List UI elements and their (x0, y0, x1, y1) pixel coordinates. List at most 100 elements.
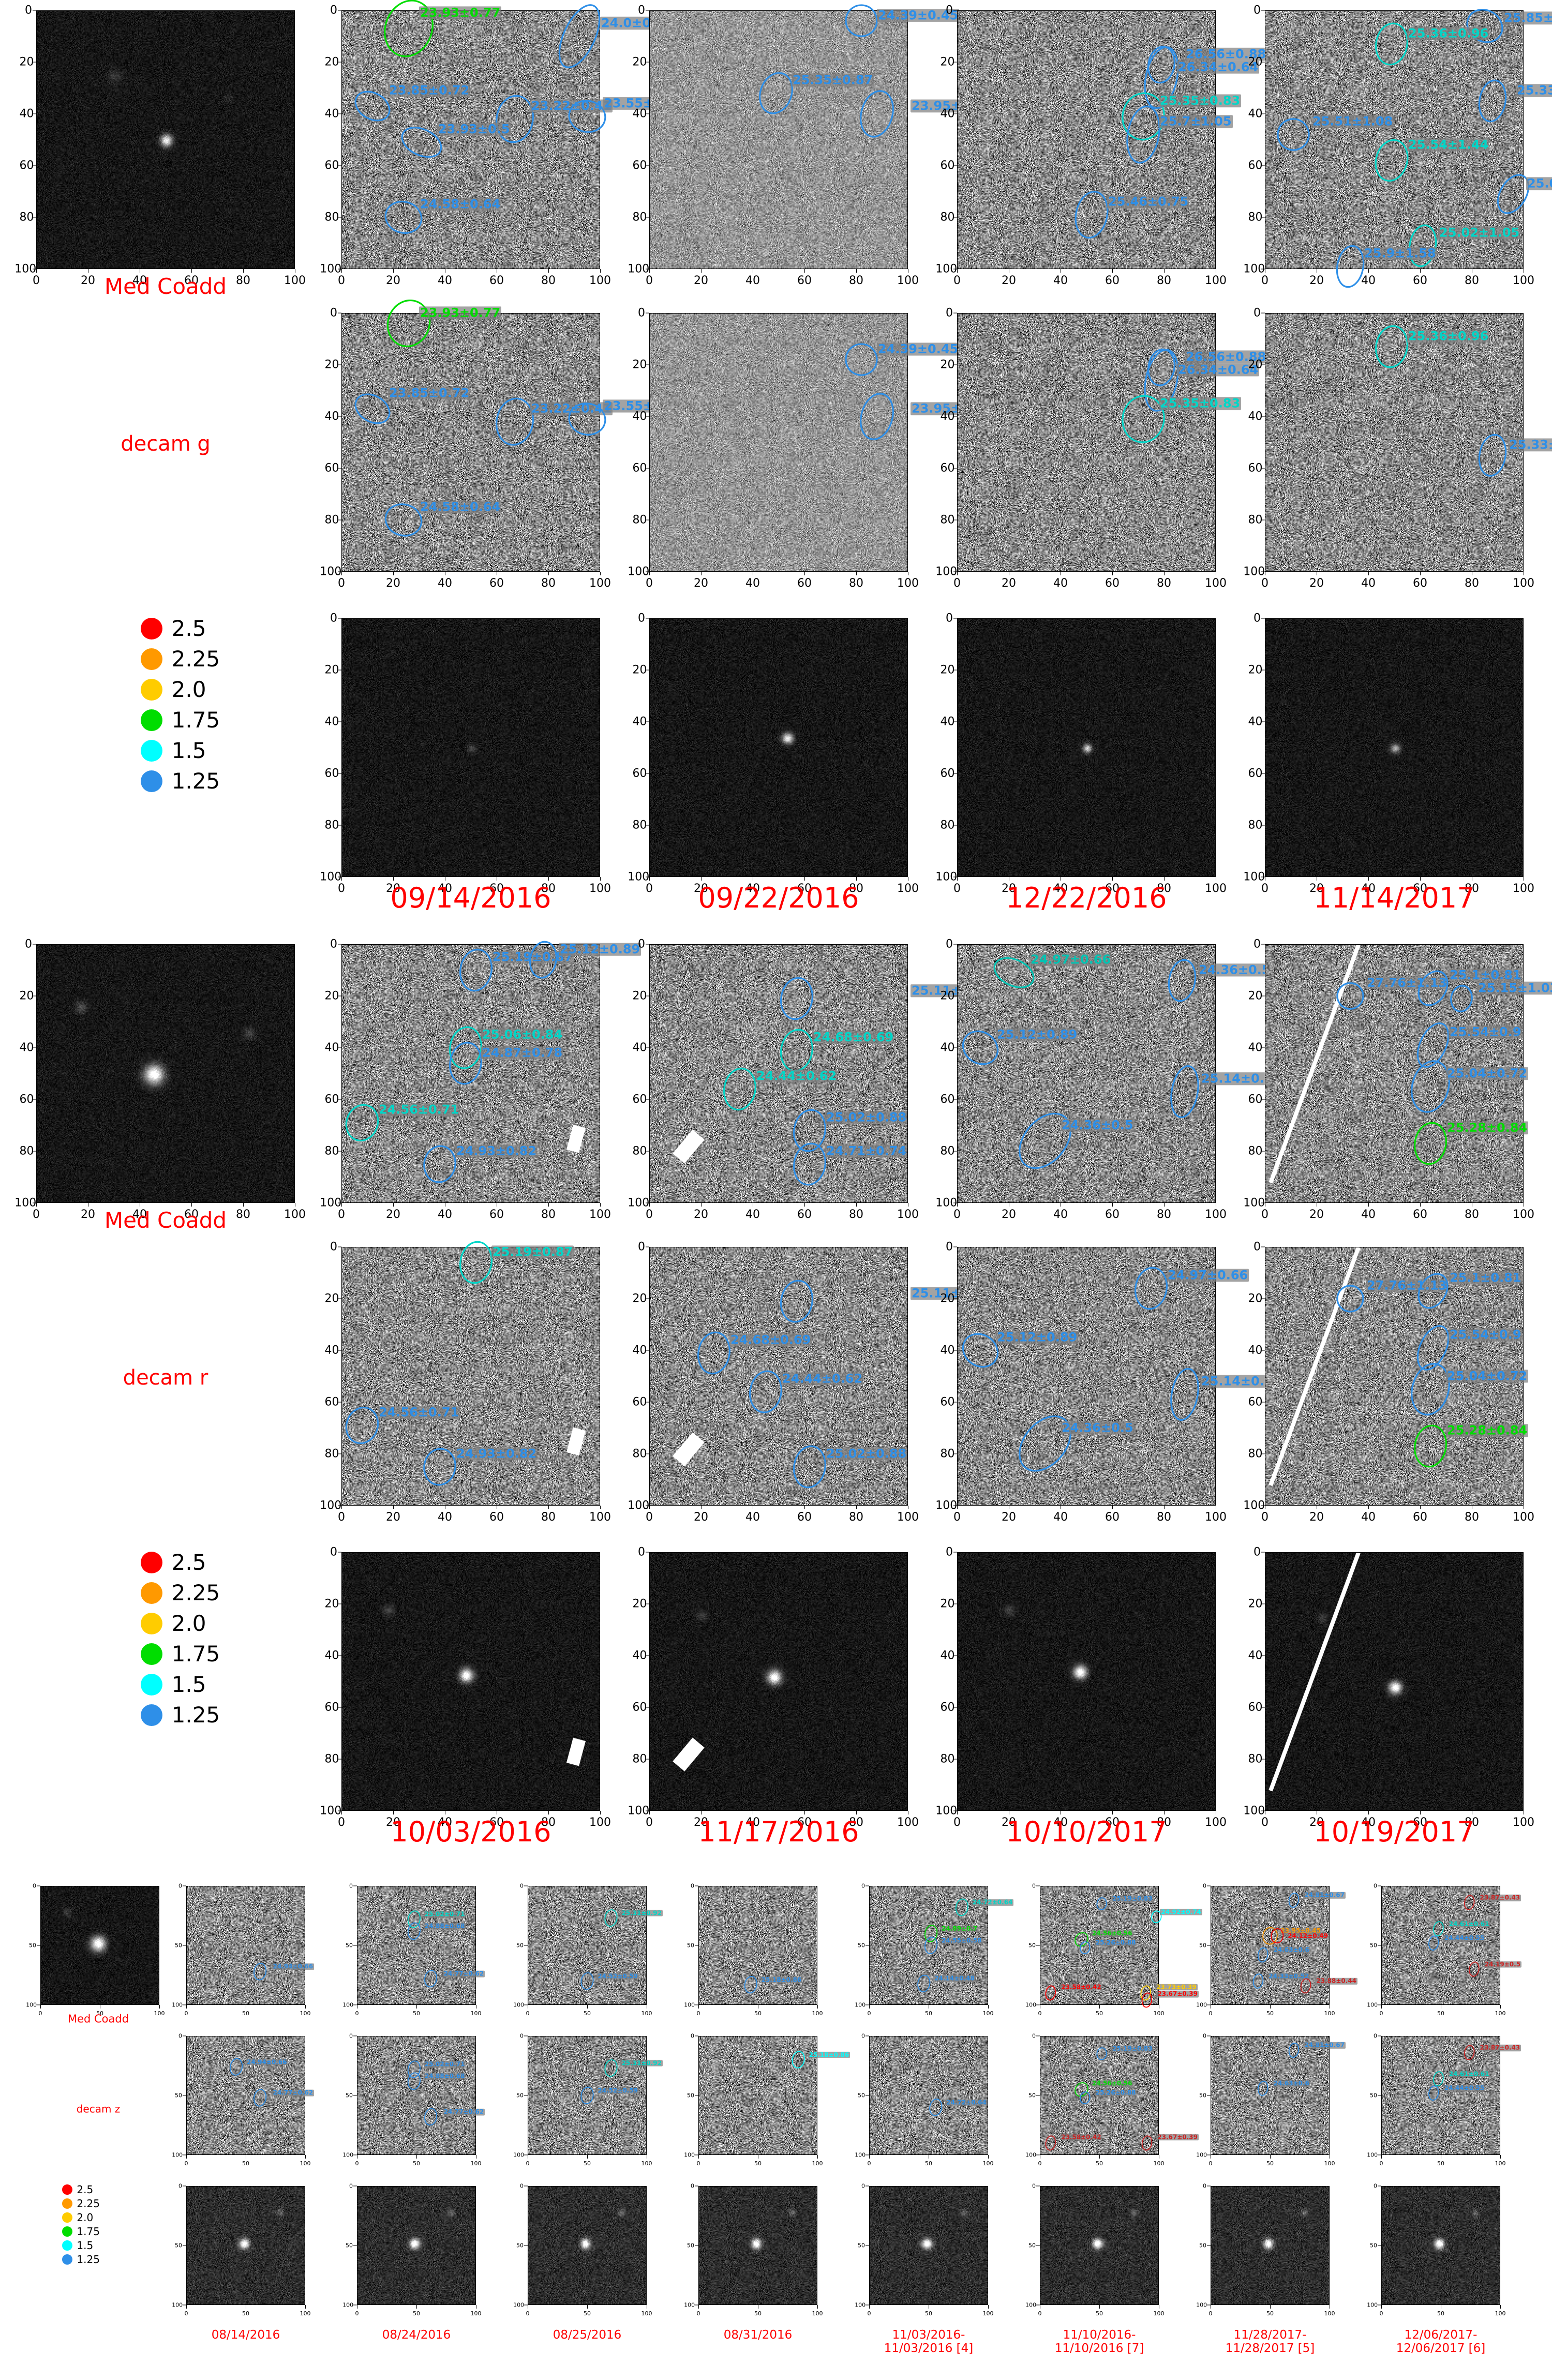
science-panel-decam-z-1-image (357, 2186, 476, 2305)
y-tick-label: 60 (324, 1093, 339, 1106)
x-tick-mark (1164, 877, 1165, 881)
epoch-date-line: 08/14/2016 (211, 2328, 280, 2342)
x-tick-mark (1500, 2005, 1501, 2009)
y-tick-label: 40 (940, 1649, 955, 1662)
legend-color-swatch (62, 2240, 72, 2251)
x-tick-label: 20 (694, 1511, 708, 1524)
epoch-date-label: 08/31/2016 (724, 2328, 793, 2342)
y-tick-mark (953, 217, 957, 218)
legend-value-label: 1.75 (171, 707, 220, 733)
x-tick-label: 100 (1495, 2010, 1506, 2017)
x-tick-label: 60 (1105, 1511, 1120, 1524)
y-tick-label: 0 (178, 1882, 182, 1890)
x-tick-mark (393, 1506, 394, 1509)
y-tick-mark (524, 1945, 528, 1946)
detection-magnitude-label: 25.33±1.23 (1516, 84, 1552, 97)
x-tick-label: 40 (745, 577, 760, 590)
x-tick-label: 100 (1205, 577, 1227, 590)
x-tick-mark (548, 1811, 549, 1814)
detection-magnitude-label: 24.97±0.66 (1167, 1268, 1249, 1283)
y-tick-label: 60 (324, 1395, 339, 1409)
x-tick-mark (869, 2005, 870, 2009)
detection-magnitude-label: 23.73±0.39 (1155, 1983, 1198, 1991)
detection-magnitude-label: 25.02±1.05 (1438, 225, 1521, 240)
y-tick-mark (953, 1707, 957, 1708)
x-tick-mark (393, 1811, 394, 1814)
science-panel-decam-z-0: 0 0 50 50 100 100 (172, 2183, 310, 2317)
x-tick-label: 80 (1465, 1511, 1479, 1524)
x-tick-mark (804, 1811, 805, 1814)
y-tick-label: 80 (940, 211, 955, 224)
y-tick-label: 100 (172, 2151, 183, 2159)
diff-panel-row1-decam-g-0: 0 0 20 20 40 40 60 60 80 80 100 100 23.93±0.77 24.0±0… (320, 0, 685, 287)
legend-row: 2.25 (141, 1580, 220, 1605)
x-tick-mark (1368, 877, 1369, 881)
detection-magnitude-label: 24.56±0.56 (1091, 2079, 1133, 2087)
x-tick-label: 100 (300, 2310, 311, 2317)
detection-magnitude-label: 25.28±0.84 (1446, 1423, 1529, 1438)
epoch-date-label: 11/28/2017- 11/28/2017 [5] (1226, 2328, 1315, 2356)
x-tick-label: 100 (1205, 274, 1227, 287)
diff-panel-row2-decam-g-0: 0 0 20 20 40 40 60 60 80 80 100 100 23.93±0.77 23.85±… (320, 299, 685, 590)
x-tick-mark (649, 1811, 650, 1814)
detection-magnitude-label: 23.85±0.72 (388, 385, 471, 400)
y-tick-label: 60 (632, 1701, 647, 1714)
detection-magnitude-label: 25.33±1.23 (1508, 438, 1552, 452)
x-tick-mark (1112, 1506, 1113, 1509)
y-tick-mark (33, 1099, 36, 1100)
x-tick-mark (548, 269, 549, 273)
y-tick-label: 40 (1248, 715, 1263, 728)
x-tick-mark (856, 877, 857, 881)
x-tick-label: 100 (284, 274, 306, 287)
x-tick-label: 40 (438, 1816, 452, 1829)
x-tick-label: 50 (242, 2160, 249, 2167)
detection-magnitude-label: 24.77±0.62 (442, 2108, 485, 2116)
diff-panel-row1-decam-z-7: 0 0 50 50 100 100 23.87±0.43 24.61±0.61 24.44±0.… (1367, 1883, 1522, 2017)
x-tick-mark (1099, 2155, 1100, 2159)
x-tick-mark (1112, 269, 1113, 273)
x-tick-mark (393, 1203, 394, 1207)
x-tick-label: 80 (541, 1208, 556, 1221)
x-tick-label: 80 (1465, 1208, 1479, 1221)
legend-color-swatch (141, 1704, 162, 1726)
x-tick-mark (698, 2305, 699, 2309)
y-tick-mark (953, 313, 957, 314)
x-tick-mark (243, 1203, 244, 1207)
y-tick-label: 80 (940, 513, 955, 527)
x-tick-label: 100 (589, 274, 611, 287)
x-tick-label: 20 (386, 577, 400, 590)
diff-panel-row1-decam-z-4: 0 0 50 50 100 100 24.72±0.64 24.89±0.7 24.55±0.5… (855, 1883, 1014, 2017)
y-tick-label: 50 (1199, 2092, 1206, 2099)
y-tick-mark (338, 313, 341, 314)
x-tick-label: 50 (242, 2310, 249, 2317)
x-tick-label: 50 (584, 2310, 591, 2317)
detection-magnitude-label: 24.77±0.62 (442, 1970, 485, 1977)
detection-magnitude-label: 24.89±0.7 (941, 1925, 979, 1932)
y-tick-mark (953, 1350, 957, 1351)
diff-panel-row1-decam-g-3: 0 0 20 20 40 40 60 60 80 80 100 100 25.85±1.49 25.36±… (1243, 4, 1552, 288)
x-tick-mark (701, 269, 702, 273)
y-tick-mark (1261, 416, 1265, 417)
x-tick-label: 100 (300, 2010, 311, 2017)
science-panel-decam-r-2: 0 0 20 20 40 40 60 60 80 80 100 100 (935, 1546, 1227, 1829)
legend-row: 1.75 (141, 1641, 220, 1667)
diff-panel-row2-decam-z-5: 0 0 50 50 100 100 25.19±0.83 24.56±0.56 25.26±0.… (1025, 2033, 1199, 2167)
y-tick-label: 0 (638, 306, 645, 320)
y-tick-mark (338, 468, 341, 469)
legend-row: 1.5 (141, 738, 206, 763)
x-tick-mark (416, 2155, 417, 2159)
y-tick-label: 0 (1032, 1882, 1036, 1890)
detection-magnitude-label: 25.19±0.83 (1111, 1895, 1154, 1902)
x-tick-label: 80 (849, 1816, 863, 1829)
x-tick-label: 80 (541, 274, 556, 287)
y-tick-mark (646, 1402, 649, 1403)
y-tick-label: 60 (1248, 767, 1263, 780)
y-tick-label: 100 (342, 2151, 354, 2159)
y-tick-mark (1378, 1945, 1381, 1946)
legend-color-swatch (141, 1643, 162, 1665)
epoch-date-line: 09/14/2016 (390, 882, 551, 914)
epoch-date-line: 11/14/2017 (1314, 882, 1475, 914)
science-panel-decam-g-2-image (957, 618, 1216, 877)
x-tick-label: 100 (300, 2160, 311, 2167)
science-panel-decam-r-0: 0 0 20 20 40 40 60 60 80 80 100 100 (320, 1546, 611, 1829)
